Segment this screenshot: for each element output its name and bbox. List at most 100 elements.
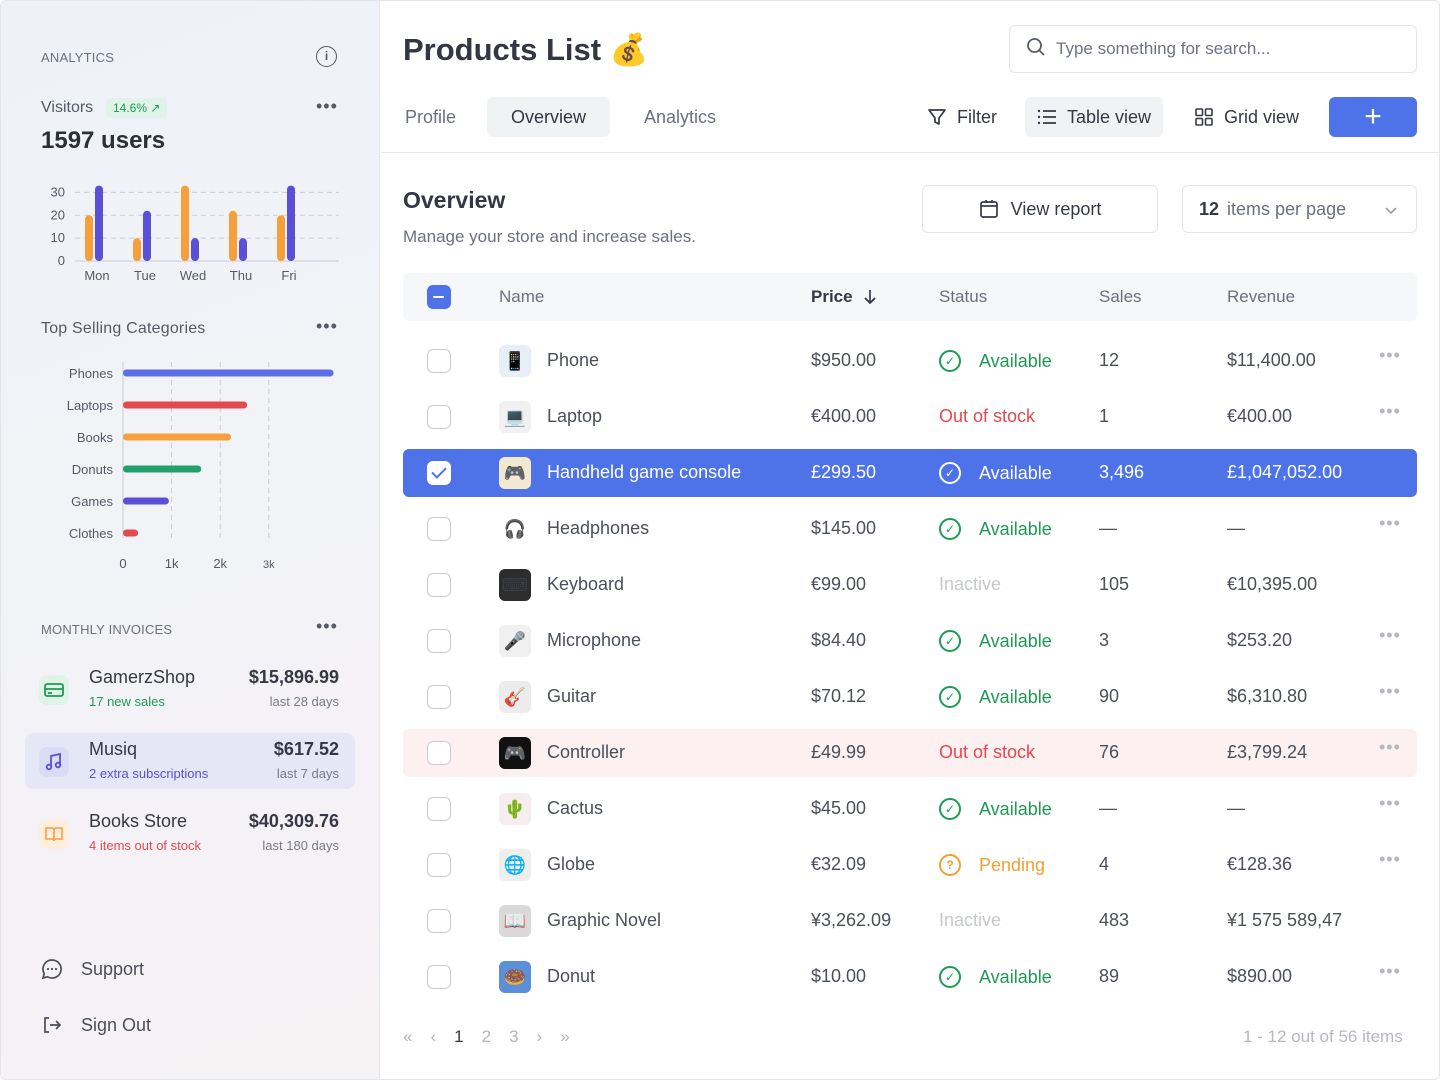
row-checkbox[interactable]: [427, 405, 451, 429]
tab-analytics[interactable]: Analytics: [644, 106, 717, 127]
search-input[interactable]: [1056, 39, 1396, 59]
view-report-button[interactable]: View report: [922, 185, 1158, 233]
row-checkbox[interactable]: [427, 573, 451, 597]
product-name: Controller: [547, 742, 626, 762]
table-view-button[interactable]: Table view: [1025, 97, 1164, 137]
table-row[interactable]: 🎧 Headphones $145.00 ✓ Available — — •••: [403, 505, 1417, 553]
category-label: Laptops: [67, 398, 114, 413]
y-tick-label: 20: [51, 207, 65, 222]
product-revenue: €400.00: [1227, 406, 1293, 426]
support-label: Support: [81, 958, 145, 979]
row-checkbox[interactable]: [427, 349, 451, 373]
row-more-icon[interactable]: •••: [1379, 513, 1401, 533]
sign-out-label: Sign Out: [81, 1014, 152, 1035]
row-checkbox[interactable]: [427, 741, 451, 765]
product-sales: 1: [1099, 406, 1110, 426]
row-more-icon[interactable]: •••: [1379, 401, 1401, 421]
support-link[interactable]: Support: [41, 957, 144, 981]
visitors-more-icon[interactable]: •••: [316, 96, 338, 116]
invoice-item-musiq[interactable]: Musiq 2 extra subscriptions $617.52 last…: [25, 733, 355, 789]
row-more-icon[interactable]: •••: [1379, 793, 1401, 813]
table-row[interactable]: ⌨ Keyboard €99.00 Inactive 105 €10,395.00: [403, 561, 1417, 609]
pagination-info: 1 - 12 out of 56 items: [1243, 1027, 1403, 1046]
x-tick-label: Mon: [84, 268, 109, 283]
invoices-title: MONTHLY INVOICES: [41, 622, 173, 637]
product-sales: 3: [1099, 630, 1110, 650]
tab-overview[interactable]: Overview: [487, 97, 611, 137]
x-tick-label: 3k: [263, 559, 275, 571]
row-more-icon[interactable]: •••: [1379, 625, 1401, 645]
sign-out-link[interactable]: Sign Out: [41, 1013, 151, 1037]
category-label: Books: [77, 430, 114, 445]
product-name: Graphic Novel: [547, 910, 662, 930]
page-number[interactable]: 3: [509, 1027, 519, 1046]
product-price: £49.99: [811, 742, 867, 762]
search-box[interactable]: [1009, 25, 1417, 73]
table-view-label: Table view: [1067, 106, 1152, 127]
category-bar: [123, 497, 169, 505]
tab-profile[interactable]: Profile: [405, 106, 457, 127]
row-more-icon[interactable]: •••: [1379, 681, 1401, 701]
invoice-item-books-store[interactable]: Books Store 4 items out of stock $40,309…: [25, 805, 355, 861]
table-row[interactable]: 💻 Laptop €400.00 Out of stock 1 €400.00 •••: [403, 393, 1417, 441]
chart-bar: [277, 215, 285, 261]
page-number[interactable]: 1: [454, 1027, 464, 1046]
table-row[interactable]: 🎮 Controller £49.99 Out of stock 76 £3,799.24…: [403, 729, 1417, 777]
add-product-button[interactable]: +: [1329, 97, 1417, 137]
row-checkbox[interactable]: [427, 629, 451, 653]
filter-button[interactable]: Filter: [915, 97, 1009, 137]
check-circle-icon: ✓: [939, 630, 961, 652]
column-header-name[interactable]: Name: [499, 287, 545, 306]
table-row[interactable]: 🎮 Handheld game console £299.50 ✓ Available 3…: [403, 449, 1417, 497]
select-all-checkbox[interactable]: [427, 285, 451, 309]
invoice-amount: $15,896.99: [248, 667, 339, 687]
row-checkbox[interactable]: [427, 461, 451, 485]
chart-bar: [239, 238, 247, 261]
product-thumbnail: 🎮: [499, 737, 531, 769]
table-row[interactable]: 📖 Graphic Novel ¥3,262.09 Inactive 483 ¥1 575…: [403, 897, 1417, 945]
product-price: €99.00: [811, 574, 867, 594]
row-checkbox[interactable]: [427, 517, 451, 541]
filter-label: Filter: [957, 106, 997, 127]
product-thumbnail: 🌐: [499, 849, 531, 881]
row-checkbox[interactable]: [427, 853, 451, 877]
product-revenue: $6,310.80: [1227, 686, 1308, 706]
invoice-name: Musiq: [89, 739, 138, 759]
row-more-icon[interactable]: •••: [1379, 345, 1401, 365]
column-header-price[interactable]: Price: [811, 287, 877, 307]
invoices-more-icon[interactable]: •••: [316, 616, 338, 636]
table-row[interactable]: 🌐 Globe €32.09? Pending 4 €128.36 •••: [403, 841, 1417, 889]
grid-view-button[interactable]: Grid view: [1182, 97, 1311, 137]
visitors-change-badge: 14.6% ↗: [106, 98, 168, 118]
column-header-revenue[interactable]: Revenue: [1227, 287, 1296, 306]
last-page-icon[interactable]: »: [560, 1027, 570, 1046]
product-name: Headphones: [547, 518, 650, 538]
table-row[interactable]: 🌵 Cactus $45.00 ✓ Available — — •••: [403, 785, 1417, 833]
status-badge: ✓ Available: [939, 350, 1052, 372]
row-checkbox[interactable]: [427, 685, 451, 709]
next-page-icon[interactable]: ›: [536, 1027, 543, 1046]
status-badge: ✓ Available: [939, 462, 1052, 484]
row-more-icon[interactable]: •••: [1379, 737, 1401, 757]
categories-more-icon[interactable]: •••: [316, 316, 338, 336]
invoice-item-gamerzshop[interactable]: GamerzShop 17 new sales $15,896.99 last …: [25, 661, 355, 717]
table-header: Name Price Status Sales Revenue: [403, 273, 1417, 321]
prev-page-icon[interactable]: ‹: [430, 1027, 437, 1046]
row-checkbox[interactable]: [427, 797, 451, 821]
items-per-page-select[interactable]: 12 items per page: [1182, 185, 1417, 233]
status-badge: ✓ Available: [939, 630, 1052, 652]
row-more-icon[interactable]: •••: [1379, 849, 1401, 869]
column-header-sales[interactable]: Sales: [1099, 287, 1142, 306]
table-row[interactable]: 📱 Phone $950.00 ✓ Available 12 $11,400.00 •••: [403, 337, 1417, 385]
info-icon[interactable]: i: [316, 46, 337, 67]
table-row[interactable]: 🍩 Donut $10.00 ✓ Available 89 $890.00 •••: [403, 953, 1417, 1001]
column-header-status[interactable]: Status: [939, 287, 988, 306]
row-checkbox[interactable]: [427, 965, 451, 989]
table-row[interactable]: 🎸 Guitar $70.12 ✓ Available 90 $6,310.80 •••: [403, 673, 1417, 721]
row-more-icon[interactable]: •••: [1379, 961, 1401, 981]
row-checkbox[interactable]: [427, 909, 451, 933]
table-row[interactable]: 🎤 Microphone $84.40 ✓ Available 3 $253.20 •••: [403, 617, 1417, 665]
product-price: $145.00: [811, 518, 877, 538]
page-number[interactable]: 2: [481, 1027, 492, 1046]
first-page-icon[interactable]: «: [403, 1027, 413, 1046]
